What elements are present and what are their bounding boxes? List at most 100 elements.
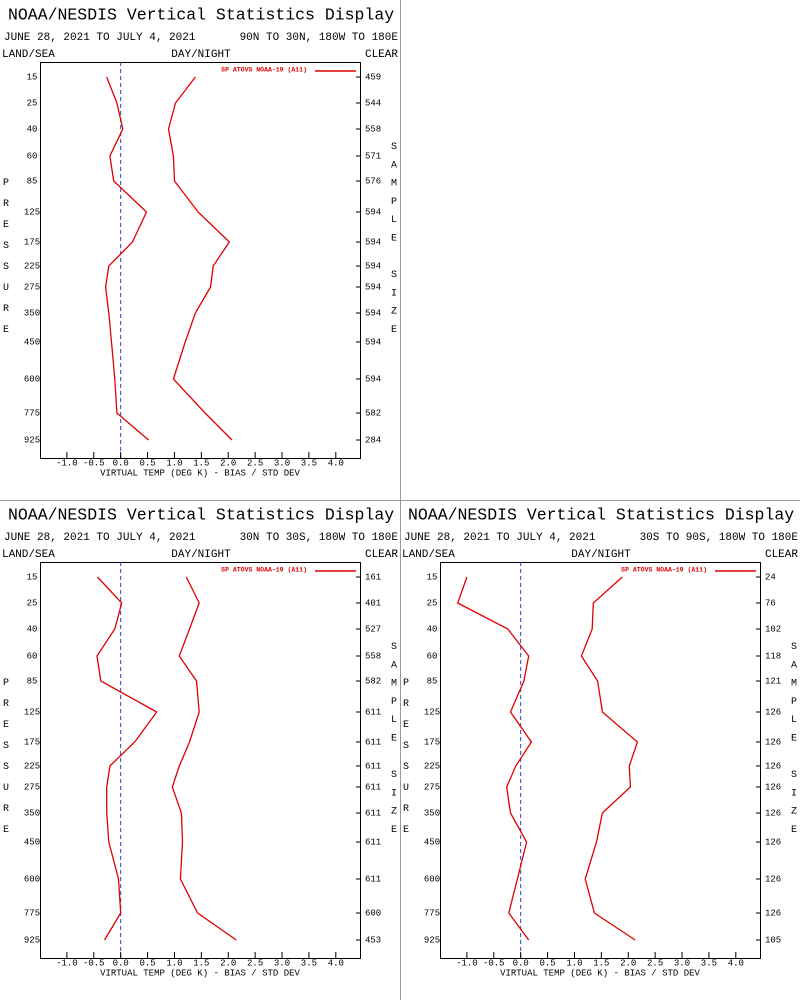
x-tick-label: 3.5 [701,958,717,968]
sample-size: 118 [765,651,781,661]
x-tick-label: -1.0 [456,958,478,968]
legend-label: SP ATOVS NOAA-19 (A11) [621,567,707,574]
x-tick-label: 2.5 [247,958,263,968]
sample-size: 126 [765,808,781,818]
x-tick-label: 1.0 [166,458,182,468]
sample-size: 611 [365,761,381,771]
header-left: LAND/SEA [2,549,55,561]
x-tick-label: 3.0 [274,958,290,968]
sample-size: 594 [365,374,381,384]
x-tick-label: -1.0 [56,958,78,968]
x-tick-label: 4.0 [728,958,744,968]
sample-size: 401 [365,598,381,608]
pressure-label: 350 [24,308,40,318]
pressure-label: 175 [24,737,40,747]
header-left: LAND/SEA [402,549,455,561]
profile-line [167,76,233,441]
pressure-label: 925 [24,935,40,945]
x-tick-label: 3.5 [301,958,317,968]
pressure-label: 600 [424,874,440,884]
pressure-label: 350 [24,808,40,818]
pressure-label: 60 [27,151,38,161]
header-left: LAND/SEA [2,49,55,61]
pressure-label: 450 [424,837,440,847]
x-tick-label: -0.5 [83,458,105,468]
x-tick-label: 0.5 [139,458,155,468]
x-tick-label: 2.0 [620,958,636,968]
header-right: CLEAR [765,549,798,561]
plot-frame [440,562,761,959]
header-center: DAY/NIGHT [171,49,231,61]
sample-size: 611 [365,808,381,818]
pressure-label: 275 [424,782,440,792]
header-center: DAY/NIGHT [171,549,231,561]
date-range: JUNE 28, 2021 TO JULY 4, 2021 [404,532,596,544]
pressure-label: 15 [27,72,38,82]
pressure-label: 275 [24,282,40,292]
sample-size: 576 [365,176,381,186]
pressure-label: 60 [27,651,38,661]
x-tick-label: 3.5 [301,458,317,468]
pressure-label: 775 [24,408,40,418]
sample-size: 600 [365,908,381,918]
x-tick-label: 1.0 [166,958,182,968]
x-tick-label: 0.5 [139,958,155,968]
sample-size: 594 [365,207,381,217]
pressure-label: 925 [24,435,40,445]
chart-panel: NOAA/NESDIS Vertical Statistics Display J… [2,505,398,978]
profile-line [104,76,150,441]
pressure-label: 40 [427,624,438,634]
x-tick-label: -0.5 [83,958,105,968]
sample-size: 161 [365,572,381,582]
pressure-label: 600 [24,374,40,384]
sample-size: 126 [765,707,781,717]
sample-size: 105 [765,935,781,945]
x-tick-label: 0.0 [113,458,129,468]
x-tick-label: 1.0 [566,958,582,968]
x-tick-label: 2.5 [247,458,263,468]
pressure-label: 40 [27,124,38,134]
sample-size: 558 [365,651,381,661]
x-tick-label: 3.0 [674,958,690,968]
pressure-label: 125 [424,707,440,717]
x-tick-label: 1.5 [593,958,609,968]
x-tick-label: 4.0 [328,958,344,968]
chart-title: NOAA/NESDIS Vertical Statistics Display [8,505,394,524]
x-tick-label: 2.5 [647,958,663,968]
sample-size: 571 [365,151,381,161]
pressure-label: 25 [427,598,438,608]
sample-size: 611 [365,837,381,847]
region: 90N TO 30N, 180W TO 180E [240,32,399,44]
chart-title: NOAA/NESDIS Vertical Statistics Display [8,5,394,24]
pressure-label: 275 [24,782,40,792]
sample-size: 582 [365,676,381,686]
sample-size: 611 [365,707,381,717]
sample-size: 102 [765,624,781,634]
x-axis-label: VIRTUAL TEMP (DEG K) - BIAS / STD DEV [100,468,300,478]
profile-line [96,576,158,941]
pressure-label: 225 [24,261,40,271]
pressure-label: 350 [424,808,440,818]
profile-line [456,576,533,941]
sample-size: 594 [365,308,381,318]
profile-line [580,576,639,941]
x-tick-label: 2.0 [220,458,236,468]
profile-line [171,576,237,941]
pressure-label: 85 [27,676,38,686]
pressure-label: 15 [427,572,438,582]
pressure-label: 25 [27,98,38,108]
sample-size: 76 [765,598,776,608]
pressure-label: 125 [24,707,40,717]
x-tick-label: 1.5 [193,458,209,468]
pressure-label: 775 [24,908,40,918]
chart-panel: NOAA/NESDIS Vertical Statistics Display J… [2,5,398,478]
sample-size: 544 [365,98,381,108]
pressure-label: 925 [424,935,440,945]
header-right: CLEAR [365,49,398,61]
sample-size: 459 [365,72,381,82]
sample-size: 582 [365,408,381,418]
sample-size: 126 [765,908,781,918]
